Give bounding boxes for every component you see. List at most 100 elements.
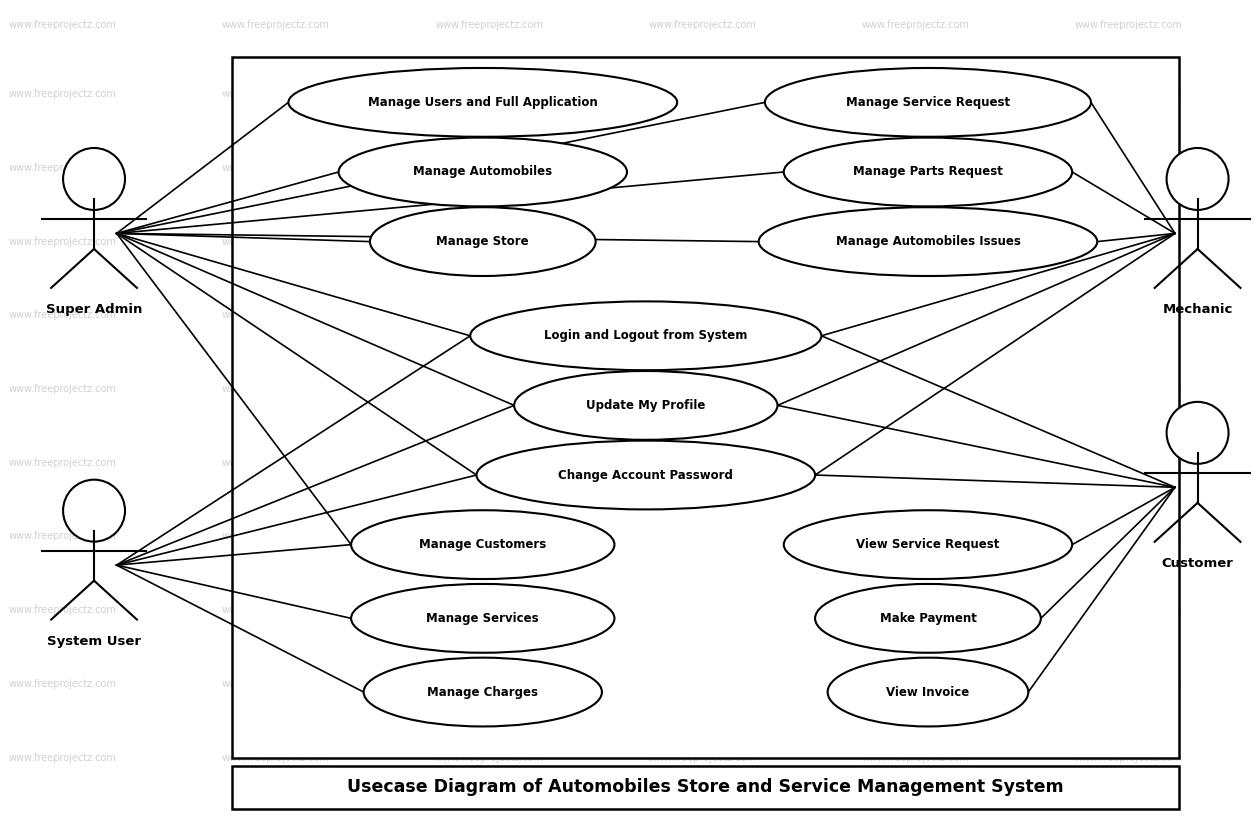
Text: Change Account Password: Change Account Password <box>558 468 734 482</box>
Text: www.freeprojectz.com: www.freeprojectz.com <box>435 458 543 468</box>
Text: www.freeprojectz.com: www.freeprojectz.com <box>861 163 969 173</box>
Text: www.freeprojectz.com: www.freeprojectz.com <box>435 163 543 173</box>
Text: Mechanic: Mechanic <box>1162 303 1233 316</box>
Text: www.freeprojectz.com: www.freeprojectz.com <box>435 605 543 615</box>
Ellipse shape <box>784 138 1072 206</box>
Text: www.freeprojectz.com: www.freeprojectz.com <box>861 384 969 394</box>
Text: www.freeprojectz.com: www.freeprojectz.com <box>222 20 330 29</box>
Text: www.freeprojectz.com: www.freeprojectz.com <box>435 310 543 320</box>
Text: www.freeprojectz.com: www.freeprojectz.com <box>9 679 117 689</box>
Text: www.freeprojectz.com: www.freeprojectz.com <box>435 679 543 689</box>
Text: www.freeprojectz.com: www.freeprojectz.com <box>9 458 117 468</box>
Ellipse shape <box>351 510 614 579</box>
Ellipse shape <box>1166 402 1229 464</box>
Ellipse shape <box>765 68 1091 137</box>
Text: www.freeprojectz.com: www.freeprojectz.com <box>648 679 756 689</box>
Ellipse shape <box>784 510 1072 579</box>
Ellipse shape <box>364 658 602 726</box>
Text: www.freeprojectz.com: www.freeprojectz.com <box>1075 237 1183 247</box>
Text: www.freeprojectz.com: www.freeprojectz.com <box>435 237 543 247</box>
Text: www.freeprojectz.com: www.freeprojectz.com <box>9 163 117 173</box>
Text: Make Payment: Make Payment <box>879 612 977 625</box>
Text: www.freeprojectz.com: www.freeprojectz.com <box>648 605 756 615</box>
Text: www.freeprojectz.com: www.freeprojectz.com <box>1075 310 1183 320</box>
Text: www.freeprojectz.com: www.freeprojectz.com <box>435 753 543 762</box>
FancyBboxPatch shape <box>232 57 1179 758</box>
Text: www.freeprojectz.com: www.freeprojectz.com <box>222 679 330 689</box>
Text: www.freeprojectz.com: www.freeprojectz.com <box>861 458 969 468</box>
Text: Manage Users and Full Application: Manage Users and Full Application <box>367 96 598 109</box>
Text: www.freeprojectz.com: www.freeprojectz.com <box>861 532 969 541</box>
Text: www.freeprojectz.com: www.freeprojectz.com <box>861 679 969 689</box>
Text: www.freeprojectz.com: www.freeprojectz.com <box>1075 458 1183 468</box>
Text: www.freeprojectz.com: www.freeprojectz.com <box>1075 753 1183 762</box>
Ellipse shape <box>63 148 125 210</box>
Text: www.freeprojectz.com: www.freeprojectz.com <box>1075 163 1183 173</box>
Ellipse shape <box>351 584 614 653</box>
Text: www.freeprojectz.com: www.freeprojectz.com <box>1075 605 1183 615</box>
Text: www.freeprojectz.com: www.freeprojectz.com <box>861 753 969 762</box>
Text: View Service Request: View Service Request <box>856 538 999 551</box>
Text: Manage Service Request: Manage Service Request <box>846 96 1009 109</box>
Text: www.freeprojectz.com: www.freeprojectz.com <box>222 310 330 320</box>
Text: www.freeprojectz.com: www.freeprojectz.com <box>435 532 543 541</box>
Text: www.freeprojectz.com: www.freeprojectz.com <box>648 753 756 762</box>
Text: Manage Automobiles: Manage Automobiles <box>414 165 552 179</box>
Text: www.freeprojectz.com: www.freeprojectz.com <box>222 605 330 615</box>
Ellipse shape <box>514 371 777 440</box>
Text: www.freeprojectz.com: www.freeprojectz.com <box>1075 89 1183 99</box>
Text: Manage Charges: Manage Charges <box>428 686 538 699</box>
Text: Manage Services: Manage Services <box>426 612 539 625</box>
Text: www.freeprojectz.com: www.freeprojectz.com <box>222 384 330 394</box>
Text: www.freeprojectz.com: www.freeprojectz.com <box>648 458 756 468</box>
Text: www.freeprojectz.com: www.freeprojectz.com <box>9 605 117 615</box>
Text: www.freeprojectz.com: www.freeprojectz.com <box>861 310 969 320</box>
Ellipse shape <box>759 207 1097 276</box>
Text: www.freeprojectz.com: www.freeprojectz.com <box>435 89 543 99</box>
Text: www.freeprojectz.com: www.freeprojectz.com <box>435 384 543 394</box>
Text: www.freeprojectz.com: www.freeprojectz.com <box>1075 532 1183 541</box>
FancyBboxPatch shape <box>232 766 1179 809</box>
Text: Customer: Customer <box>1161 557 1234 570</box>
Text: www.freeprojectz.com: www.freeprojectz.com <box>435 20 543 29</box>
Text: www.freeprojectz.com: www.freeprojectz.com <box>861 20 969 29</box>
Text: Manage Automobiles Issues: Manage Automobiles Issues <box>835 235 1021 248</box>
Ellipse shape <box>63 480 125 541</box>
Text: www.freeprojectz.com: www.freeprojectz.com <box>648 532 756 541</box>
Text: www.freeprojectz.com: www.freeprojectz.com <box>648 89 756 99</box>
Ellipse shape <box>470 301 821 370</box>
Text: System User: System User <box>48 635 140 648</box>
Ellipse shape <box>828 658 1028 726</box>
Text: View Invoice: View Invoice <box>887 686 969 699</box>
Text: www.freeprojectz.com: www.freeprojectz.com <box>222 532 330 541</box>
Text: www.freeprojectz.com: www.freeprojectz.com <box>1075 384 1183 394</box>
Text: www.freeprojectz.com: www.freeprojectz.com <box>9 532 117 541</box>
Text: www.freeprojectz.com: www.freeprojectz.com <box>222 753 330 762</box>
Text: www.freeprojectz.com: www.freeprojectz.com <box>861 605 969 615</box>
Text: Usecase Diagram of Automobiles Store and Service Management System: Usecase Diagram of Automobiles Store and… <box>347 779 1063 796</box>
Text: www.freeprojectz.com: www.freeprojectz.com <box>648 163 756 173</box>
Text: www.freeprojectz.com: www.freeprojectz.com <box>222 89 330 99</box>
Text: www.freeprojectz.com: www.freeprojectz.com <box>861 89 969 99</box>
Ellipse shape <box>288 68 677 137</box>
Text: www.freeprojectz.com: www.freeprojectz.com <box>648 384 756 394</box>
Text: www.freeprojectz.com: www.freeprojectz.com <box>222 458 330 468</box>
Text: www.freeprojectz.com: www.freeprojectz.com <box>9 237 117 247</box>
Text: www.freeprojectz.com: www.freeprojectz.com <box>222 163 330 173</box>
Text: www.freeprojectz.com: www.freeprojectz.com <box>1075 20 1183 29</box>
Text: www.freeprojectz.com: www.freeprojectz.com <box>9 753 117 762</box>
Text: www.freeprojectz.com: www.freeprojectz.com <box>861 237 969 247</box>
Text: Update My Profile: Update My Profile <box>586 399 706 412</box>
Text: Super Admin: Super Admin <box>46 303 142 316</box>
Text: Login and Logout from System: Login and Logout from System <box>544 329 747 342</box>
Text: www.freeprojectz.com: www.freeprojectz.com <box>648 310 756 320</box>
Ellipse shape <box>339 138 627 206</box>
Text: Manage Store: Manage Store <box>436 235 529 248</box>
Text: www.freeprojectz.com: www.freeprojectz.com <box>9 310 117 320</box>
Text: www.freeprojectz.com: www.freeprojectz.com <box>222 237 330 247</box>
Text: www.freeprojectz.com: www.freeprojectz.com <box>9 384 117 394</box>
Text: www.freeprojectz.com: www.freeprojectz.com <box>9 89 117 99</box>
Text: Manage Parts Request: Manage Parts Request <box>853 165 1003 179</box>
Text: www.freeprojectz.com: www.freeprojectz.com <box>648 20 756 29</box>
Ellipse shape <box>815 584 1041 653</box>
